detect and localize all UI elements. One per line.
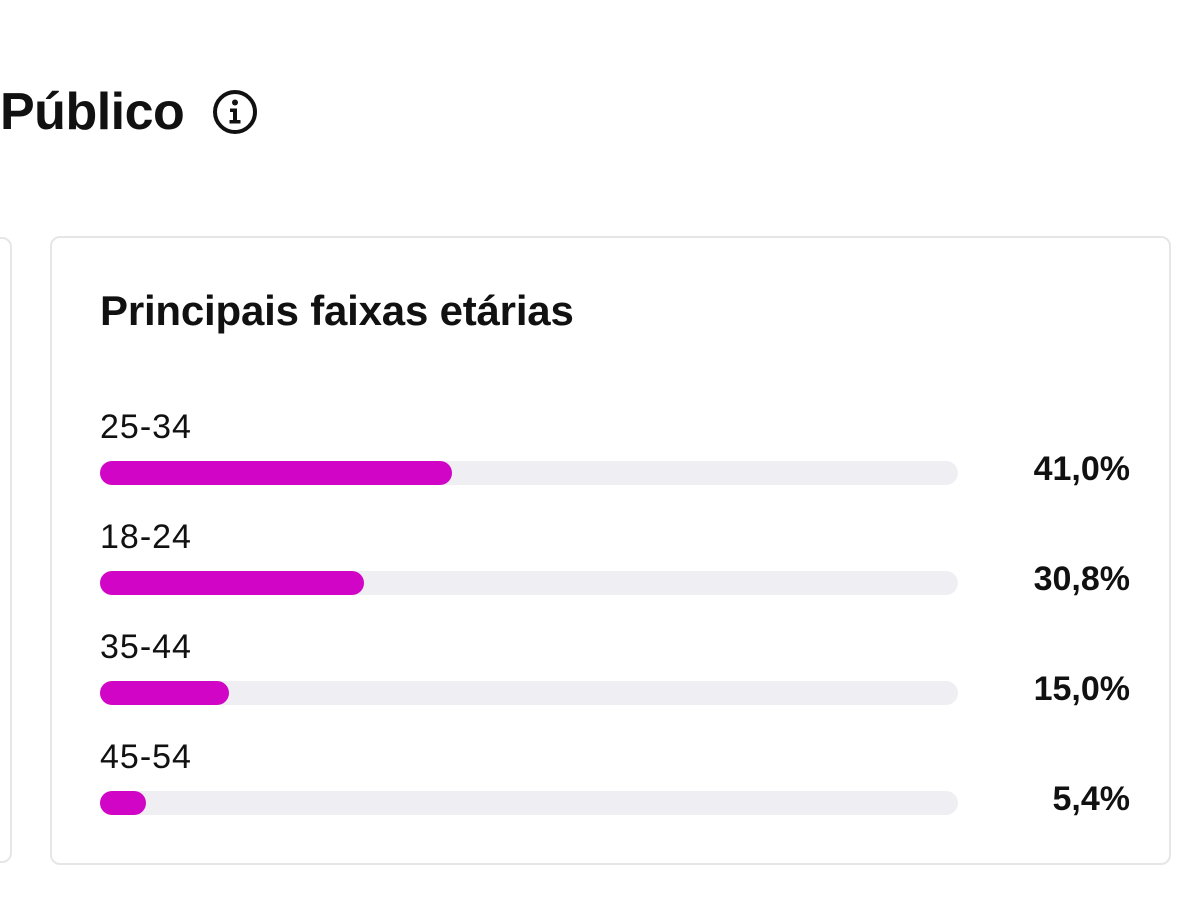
- bar-track: [100, 461, 958, 485]
- age-range-label: 18-24: [100, 518, 192, 556]
- bar-fill: [100, 571, 365, 595]
- age-range-label: 25-34: [100, 408, 192, 446]
- age-range-row: 18-24 30,8%: [100, 516, 1130, 626]
- card-title: Principais faixas etárias: [100, 287, 574, 334]
- section-title: Público: [0, 83, 185, 141]
- age-range-row: 25-34 41,0%: [100, 406, 1130, 516]
- bar-fill: [100, 791, 147, 815]
- percentage-value: 15,0%: [1033, 670, 1130, 708]
- age-range-label: 35-44: [100, 628, 192, 666]
- percentage-value: 5,4%: [1052, 780, 1131, 818]
- age-ranges-card: Principais faixas etárias 25-34 41,0% 18…: [50, 236, 1171, 865]
- age-range-label: 45-54: [100, 738, 192, 776]
- bar-fill: [100, 681, 229, 705]
- bar-track: [100, 791, 958, 815]
- previous-card-edge: [0, 237, 12, 863]
- bar-track: [100, 571, 958, 595]
- info-icon[interactable]: [212, 89, 258, 135]
- bar-track: [100, 681, 958, 705]
- age-range-row: 35-44 15,0%: [100, 626, 1130, 736]
- age-range-list: 25-34 41,0% 18-24 30,8% 35-44 15,0%: [100, 406, 1130, 846]
- percentage-value: 41,0%: [1033, 450, 1130, 488]
- section-header: Público: [0, 76, 258, 148]
- bar-fill: [100, 461, 452, 485]
- age-range-row: 45-54 5,4%: [100, 736, 1130, 846]
- percentage-value: 30,8%: [1033, 560, 1130, 598]
